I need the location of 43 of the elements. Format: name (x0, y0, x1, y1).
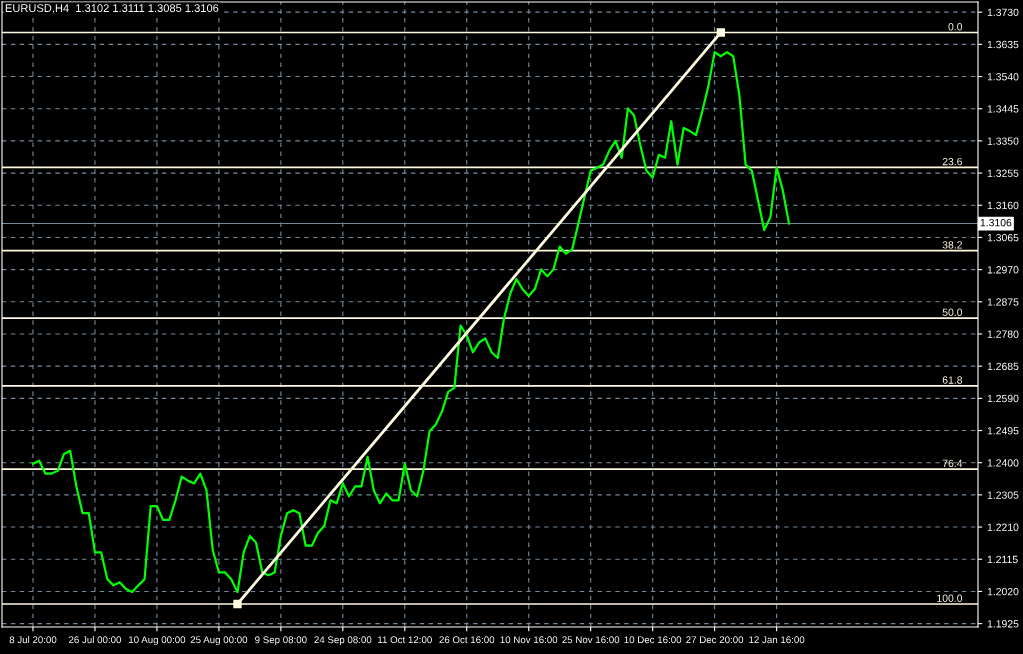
annotation: 76.4 (942, 459, 963, 468)
y-tick-label: 1.3350 (987, 137, 1019, 145)
x-tick-label: 10 Aug 00:00 (129, 636, 186, 646)
x-tick-label: 12 Jan 16:00 (749, 636, 805, 644)
y-tick-label: 1.3160 (987, 201, 1019, 210)
x-tick-label: 10 Nov 16:00 (500, 636, 558, 644)
y-tick-label: 1.3065 (987, 233, 1019, 242)
annotation: 0.0 (948, 23, 963, 31)
x-tick-label: 24 Sep 08:00 (314, 636, 372, 646)
chart-title: EURUSD,H4 1.3102 1.3111 1.3085 1.3106 (5, 4, 219, 14)
x-tick-label: 27 Dec 20:00 (686, 636, 744, 644)
y-tick-label: 1.2685 (987, 362, 1019, 371)
y-tick-label: 1.2590 (987, 394, 1019, 403)
x-tick-label: 9 Sep 08:00 (255, 636, 307, 646)
y-tick-label: 1.2115 (987, 555, 1018, 564)
y-tick-label: 1.2970 (987, 266, 1019, 274)
annotation: 100.0 (937, 594, 963, 602)
x-tick-label: 26 Jul 00:00 (68, 636, 122, 644)
y-tick-label: 1.2210 (987, 523, 1019, 531)
annotation: 38.2 (942, 241, 962, 249)
y-tick-label: 1.2495 (987, 427, 1019, 435)
y-tick-label: 1.2875 (987, 298, 1019, 306)
x-tick-label: 25 Aug 00:00 (190, 636, 248, 646)
x-tick-label: 25 Nov 16:00 (562, 636, 620, 644)
y-tick-label: 1.2780 (987, 330, 1019, 338)
y-tick-label: 1.3635 (987, 40, 1019, 49)
y-tick-label: 1.2305 (987, 491, 1019, 499)
x-tick-label: 8 Jul 20:00 (9, 636, 57, 644)
annotation: 61.8 (942, 376, 963, 384)
y-tick-label: 1.2020 (987, 587, 1019, 596)
annotation: 50.0 (942, 308, 963, 316)
x-tick-label: 11 Oct 12:00 (378, 636, 432, 644)
y-tick-label: 1.3445 (987, 105, 1019, 113)
y-tick-label: 1.3255 (987, 169, 1019, 177)
y-tick-label: 1.3540 (987, 73, 1019, 81)
x-tick-label: 10 Dec 16:00 (624, 636, 682, 644)
y-tick-label: 1.2400 (987, 459, 1019, 467)
y-tick-label: 1.3730 (987, 8, 1019, 17)
x-tick-label: 26 Oct 16:00 (439, 636, 495, 644)
y-tick-label: 1.1925 (987, 620, 1019, 628)
annotation: 23.6 (942, 157, 963, 166)
line-series (31, 51, 791, 594)
ref-line-label: 1.3106 (980, 218, 1012, 227)
